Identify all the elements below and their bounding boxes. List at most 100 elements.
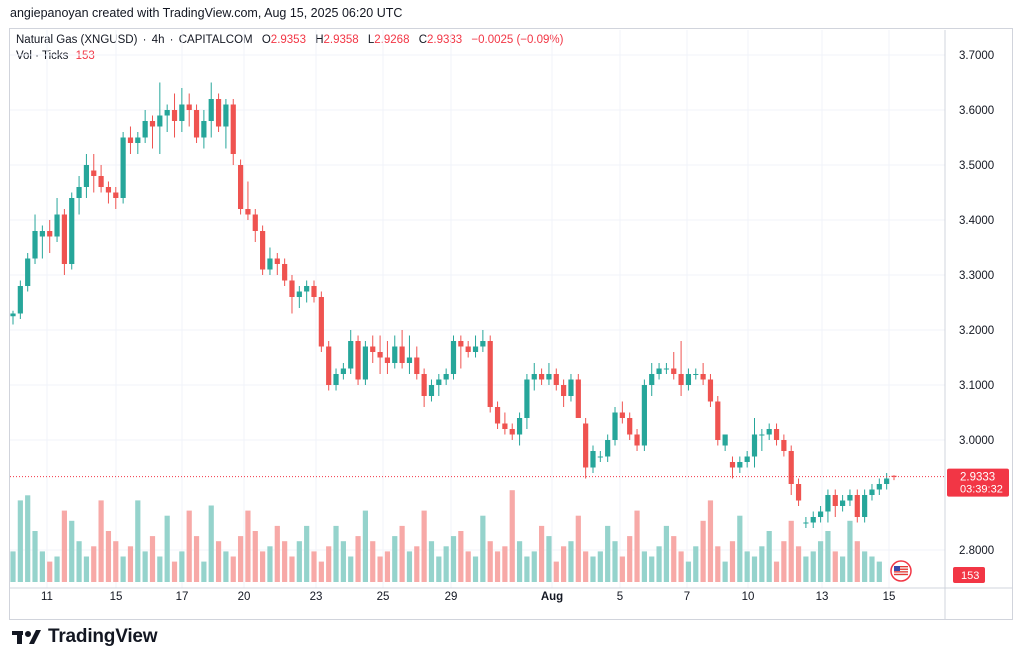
candle-body: [531, 374, 537, 380]
volume-bar: [472, 556, 479, 582]
candle-body: [707, 379, 714, 402]
candle-body: [436, 379, 442, 385]
volume-bar: [304, 525, 310, 582]
volume-bar: [25, 495, 31, 582]
volume-bar: [737, 515, 743, 582]
x-tick-label: 7: [684, 591, 690, 603]
volume-bar: [751, 556, 758, 582]
candle-body: [627, 418, 633, 435]
volume-bar: [326, 546, 332, 582]
volume-bar: [524, 556, 530, 582]
candle-body: [414, 357, 420, 374]
volume-bar: [561, 546, 567, 582]
candle-body: [693, 374, 699, 375]
volume-label[interactable]: Vol · Ticks: [16, 50, 69, 62]
volume-bar: [399, 525, 405, 582]
candle-body: [135, 137, 141, 143]
volume-bar: [127, 546, 134, 582]
volume-bar: [83, 556, 90, 582]
candle-body: [869, 489, 875, 495]
candle-body: [179, 104, 185, 121]
volume-bar: [531, 551, 537, 582]
tradingview-logo[interactable]: TradingView: [12, 626, 158, 648]
volume-bar: [480, 515, 486, 582]
x-tick-label: 25: [377, 591, 390, 603]
volume-bar: [17, 500, 23, 582]
candle-body: [773, 429, 780, 440]
candle-body: [61, 214, 67, 264]
candle-body: [267, 258, 273, 270]
candle-body: [326, 346, 332, 385]
symbol-name[interactable]: Natural Gas (XNGUSD): [16, 34, 138, 46]
candle-body: [443, 374, 449, 380]
volume-bar: [105, 531, 112, 582]
volume-bar: [465, 551, 471, 582]
candle-body: [311, 286, 317, 297]
candle-body: [91, 170, 97, 176]
volume-bar: [605, 525, 611, 582]
candle-body: [333, 374, 339, 385]
candle-body: [157, 115, 163, 127]
volume-bar: [678, 551, 684, 582]
countdown-label: 03:39:32: [960, 484, 1003, 496]
volume-bar: [494, 551, 501, 582]
volume-bar: [539, 525, 545, 582]
flag-stripe: [894, 566, 908, 568]
y-tick-label: 3.7000: [959, 50, 994, 62]
volume-bar: [773, 561, 780, 582]
volume-bar: [627, 536, 633, 582]
candle-body: [260, 231, 266, 270]
candle-body: [230, 104, 236, 154]
candle-body: [884, 478, 890, 484]
y-tick-label: 3.0000: [959, 435, 994, 447]
candle-body: [370, 346, 376, 352]
candle-body: [553, 374, 559, 385]
candle-body: [421, 374, 427, 396]
volume-bar: [414, 546, 420, 582]
candle-body: [583, 423, 589, 468]
volume-bar: [113, 541, 119, 582]
candle-body: [840, 500, 846, 506]
candle-body: [590, 451, 596, 468]
high-value: 2.9358: [323, 34, 359, 46]
candle-body: [17, 286, 23, 314]
timeframe-label[interactable]: 4h: [151, 34, 165, 46]
candle-body: [641, 385, 647, 446]
volume-bar: [656, 546, 662, 582]
volume-bar: [333, 525, 339, 582]
x-tick-label: 11: [41, 591, 53, 603]
volume-bar: [318, 561, 324, 582]
x-tick-label: 15: [883, 591, 896, 603]
candle-body: [186, 104, 192, 110]
volume-bar: [450, 536, 457, 582]
volume-bar: [744, 551, 750, 582]
candle-body: [274, 258, 280, 264]
volume-bar: [377, 556, 383, 582]
volume-bar: [803, 556, 809, 582]
candle-body: [766, 429, 772, 435]
chart-panel[interactable]: [9, 28, 1013, 620]
candle-body: [539, 374, 545, 380]
candle-body: [282, 264, 288, 281]
volume-bar: [788, 520, 794, 582]
volume-bar: [553, 561, 559, 582]
volume-bar: [458, 531, 464, 582]
candle-body: [847, 495, 853, 501]
volume-bar: [685, 561, 692, 582]
volume-bar: [421, 510, 427, 582]
volume-bar: [120, 556, 126, 582]
candle-body: [619, 412, 625, 418]
candle-body: [825, 495, 831, 512]
y-tick-label: 3.2000: [959, 325, 994, 337]
candle-body: [781, 440, 787, 451]
candle-body: [304, 286, 310, 292]
candle-body: [164, 110, 170, 116]
volume-bar: [340, 541, 346, 582]
volume-bar: [847, 520, 853, 582]
volume-bar: [516, 541, 523, 582]
candle-body: [561, 385, 567, 396]
volume-bar: [671, 536, 677, 582]
volume-bar: [355, 536, 361, 582]
candle-body: [392, 346, 398, 363]
